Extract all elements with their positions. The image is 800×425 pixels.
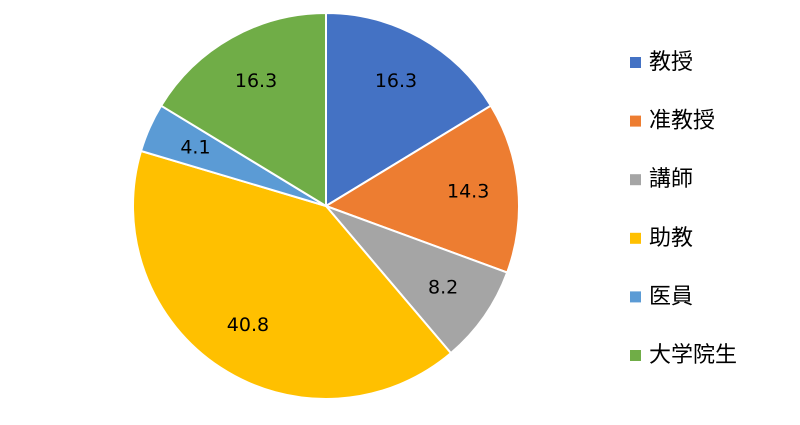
legend-swatch: [630, 291, 641, 303]
data-label: 14.3: [447, 181, 489, 203]
data-label: 8.2: [428, 276, 458, 298]
pie-slice: [323, 104, 520, 274]
legend-label: 教授: [649, 50, 693, 75]
legend-swatch: [630, 115, 641, 127]
data-label: 4.1: [180, 137, 210, 159]
data-label: 16.3: [375, 70, 417, 92]
legend-swatch: [630, 232, 641, 244]
legend-label: 大学院生: [649, 343, 737, 368]
legend-label: 医員: [649, 284, 693, 309]
pie-slice: [325, 11, 493, 208]
legend-swatch: [630, 57, 641, 68]
data-label: 40.8: [227, 314, 269, 336]
legend-label: 准教授: [649, 109, 715, 134]
pie-slice: [322, 203, 509, 355]
pie-slice: [132, 149, 453, 400]
data-label: 16.3: [235, 70, 277, 92]
legend-swatch: [630, 350, 641, 361]
legend-swatch: [630, 174, 641, 186]
legend-label: 助教: [649, 226, 693, 251]
pie-slice: [159, 11, 327, 208]
legend-label: 講師: [649, 167, 693, 192]
